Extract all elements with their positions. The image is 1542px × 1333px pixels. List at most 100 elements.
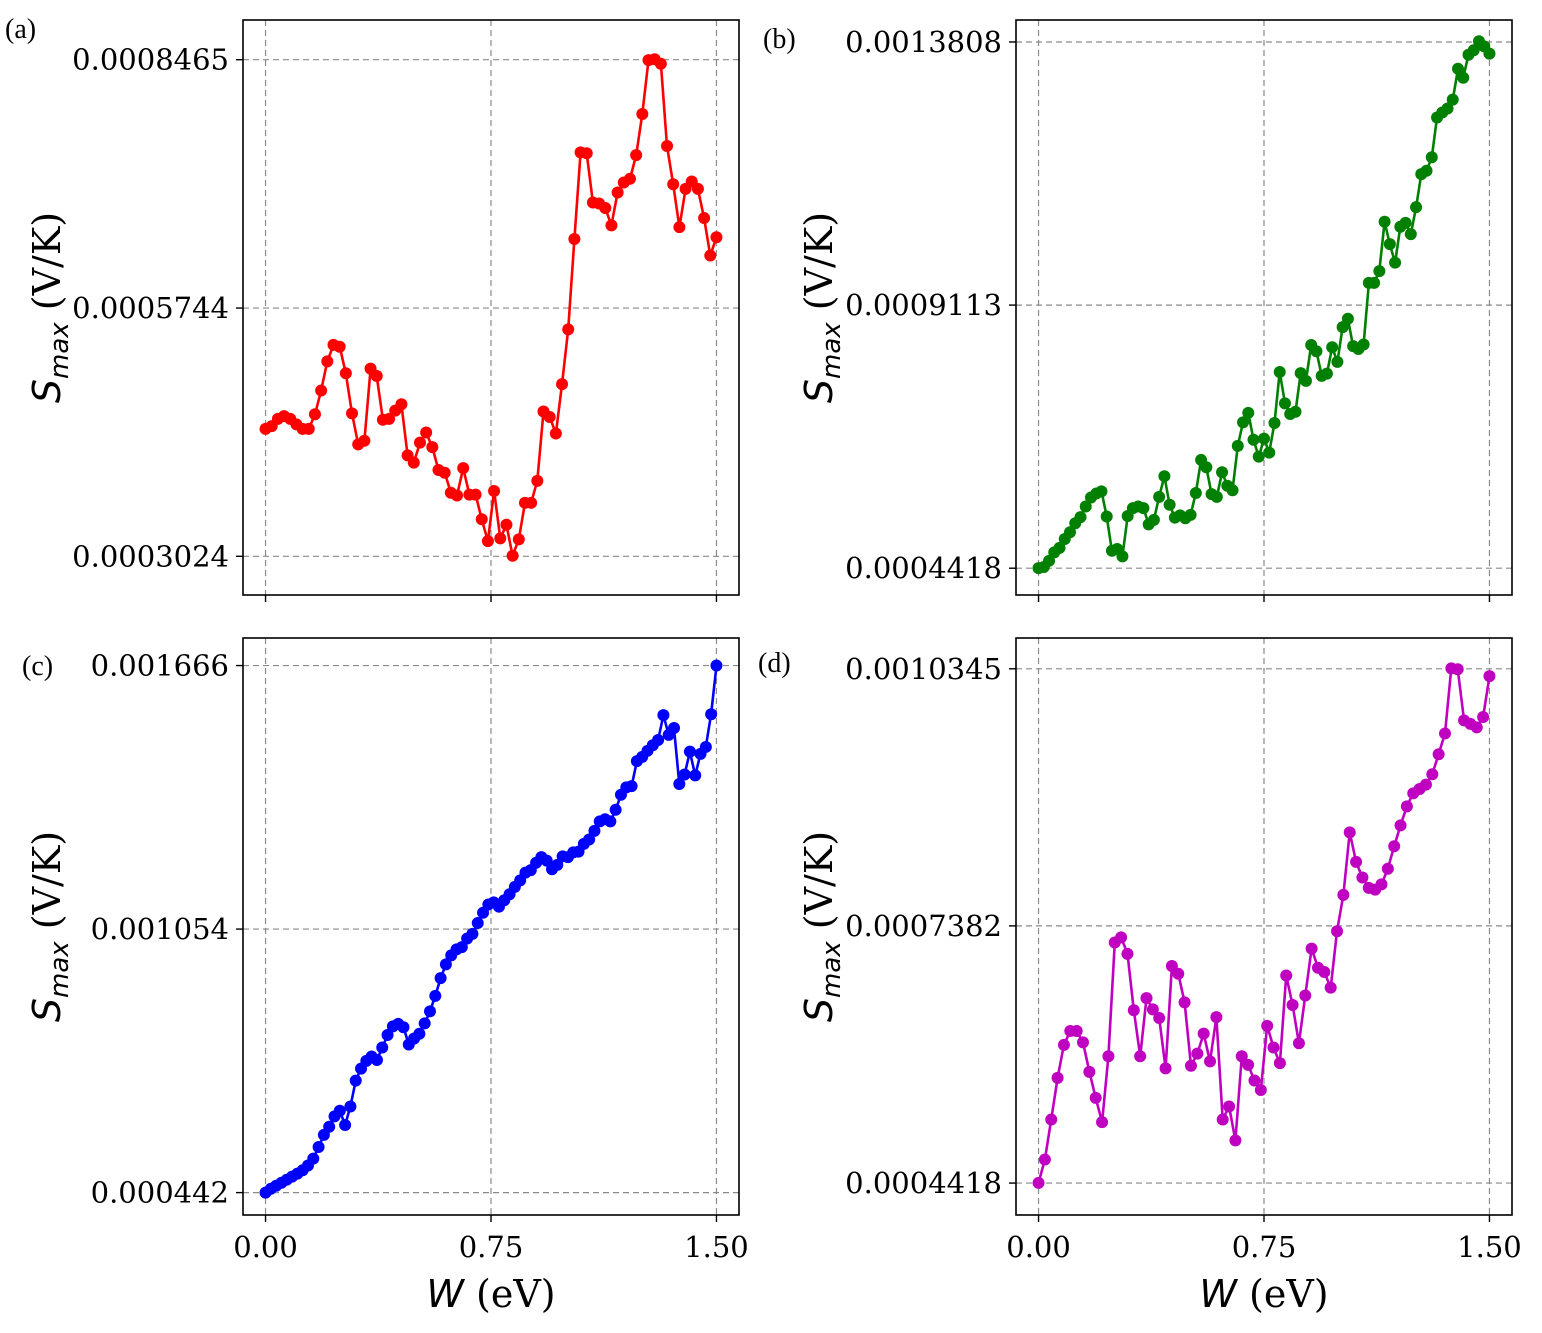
- data-point: [1278, 397, 1291, 410]
- data-point: [420, 426, 433, 439]
- data-point: [1210, 490, 1223, 503]
- data-point: [488, 484, 501, 497]
- data-point: [605, 219, 618, 232]
- data-point: [1147, 513, 1160, 526]
- x-tick-label: 0.00: [233, 1230, 298, 1264]
- data-point: [1446, 93, 1459, 106]
- data-point: [333, 1104, 346, 1117]
- data-point: [689, 769, 702, 782]
- y-tick-label: 0.0004418: [845, 1166, 1002, 1200]
- data-point: [673, 777, 686, 790]
- data-point: [583, 833, 596, 846]
- data-point: [344, 1100, 357, 1113]
- data-point: [1146, 1003, 1159, 1016]
- data-point: [302, 422, 315, 435]
- panel-label: (c): [22, 651, 53, 682]
- data-point: [1280, 969, 1293, 982]
- data-point: [1451, 62, 1464, 75]
- panel-label: (d): [758, 648, 791, 679]
- data-point: [1373, 265, 1386, 278]
- y-tick-label: 0.0013808: [845, 25, 1002, 59]
- y-tick-label: 0.001666: [91, 649, 229, 683]
- data-point: [1289, 405, 1302, 418]
- data-point: [500, 518, 513, 531]
- data-point: [457, 462, 470, 475]
- data-point: [531, 474, 544, 487]
- data-point: [1292, 1037, 1305, 1050]
- data-point: [1216, 1113, 1229, 1126]
- data-point: [540, 854, 553, 867]
- data-point: [312, 1140, 325, 1153]
- data-point: [1184, 1059, 1197, 1072]
- data-point: [1140, 992, 1153, 1005]
- data-point: [370, 1053, 383, 1066]
- data-point: [1134, 1050, 1147, 1063]
- data-point: [1420, 164, 1433, 177]
- y-tick-label: 0.000442: [91, 1176, 229, 1210]
- data-point: [1242, 406, 1255, 419]
- data-point: [1451, 663, 1464, 676]
- data-point: [580, 147, 593, 160]
- data-point: [1337, 888, 1350, 901]
- data-point: [1419, 778, 1432, 791]
- data-point: [1404, 228, 1417, 241]
- data-point: [1057, 1038, 1070, 1051]
- data-point: [556, 378, 569, 391]
- data-point: [1242, 1058, 1255, 1071]
- data-point: [1158, 470, 1171, 483]
- data-point: [418, 1017, 431, 1030]
- y-axis-label: Smax (V/K): [25, 831, 75, 1022]
- data-point: [1368, 276, 1381, 289]
- data-point: [705, 708, 718, 721]
- data-point: [1299, 989, 1312, 1002]
- x-tick-label: 0.00: [1006, 1230, 1071, 1264]
- data-point: [710, 231, 723, 244]
- data-point: [1204, 1055, 1217, 1068]
- data-point: [1197, 1027, 1210, 1040]
- data-point: [426, 441, 439, 454]
- data-point: [1121, 947, 1134, 960]
- data-point: [1237, 416, 1250, 429]
- data-point: [698, 212, 711, 225]
- panel-c: 0.00 0.75 1.50 0.000442 0.001054 0.001666 (c) S…: [22, 637, 749, 1316]
- x-axis-label: W (eV): [1199, 1272, 1328, 1316]
- data-point: [543, 411, 556, 424]
- data-point: [549, 427, 562, 440]
- data-point: [1318, 966, 1331, 979]
- panel-b: 0.0004418 0.0009113 0.0013808 (b) Smax (V/K): [763, 19, 1513, 602]
- data-point: [438, 466, 451, 479]
- data-point: [1083, 1065, 1096, 1078]
- data-point: [1038, 1153, 1051, 1166]
- data-point: [667, 178, 680, 191]
- data-point: [1226, 484, 1239, 497]
- data-point: [423, 1005, 436, 1018]
- y-tick-label: 0.0007382: [845, 909, 1002, 943]
- data-point: [1310, 345, 1323, 358]
- data-point: [1064, 526, 1077, 539]
- data-point: [481, 535, 494, 548]
- data-point: [395, 398, 408, 411]
- data-point: [1095, 485, 1108, 498]
- data-point: [1070, 1025, 1083, 1038]
- data-point: [1235, 1050, 1248, 1063]
- data-point: [652, 734, 665, 747]
- data-point: [1248, 1074, 1261, 1087]
- y-tick-label: 0.0010345: [845, 652, 1002, 686]
- data-point: [1383, 238, 1396, 251]
- data-point: [611, 186, 624, 199]
- data-point: [1191, 1047, 1204, 1060]
- data-point: [1184, 508, 1197, 521]
- data-point: [1394, 819, 1407, 832]
- data-point: [562, 323, 575, 336]
- data-point: [429, 989, 442, 1002]
- data-point: [1432, 748, 1445, 761]
- y-tick-label: 0.0009113: [845, 288, 1002, 322]
- data-point: [1483, 670, 1496, 683]
- data-point: [339, 1119, 352, 1132]
- data-point: [1089, 1091, 1102, 1104]
- y-axis-label: Smax (V/K): [25, 212, 75, 403]
- data-point: [1410, 201, 1423, 214]
- data-point: [471, 917, 484, 930]
- data-point: [1267, 1041, 1280, 1054]
